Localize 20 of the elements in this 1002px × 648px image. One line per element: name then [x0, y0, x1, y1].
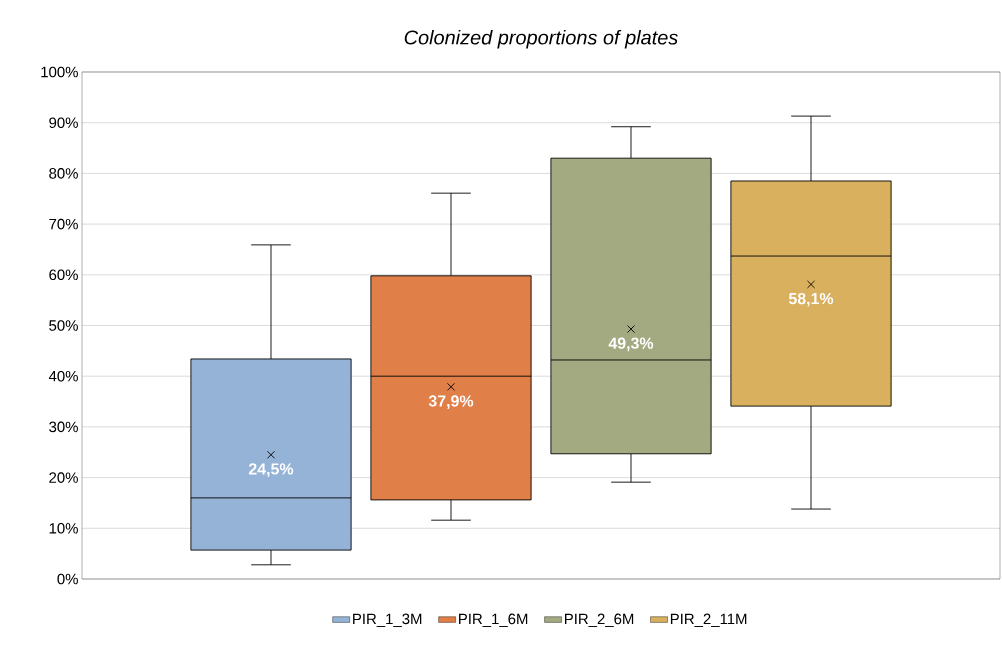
text: 24,5% — [248, 463, 294, 477]
y-tick-label: 40% — [48, 370, 78, 382]
y-tick-label: 10% — [49, 523, 78, 534]
legend-label: PIR_2_6M — [564, 613, 634, 628]
y-tick-label: 0% — [57, 573, 78, 585]
y-tick-label: 100% — [41, 66, 78, 78]
legend-label: PIR_2_11M — [670, 613, 747, 628]
text: 58,1% — [788, 292, 834, 307]
y-tick-label: 60% — [49, 269, 78, 281]
y-tick-label: 50% — [49, 320, 78, 331]
text: 37,9% — [428, 395, 474, 409]
chart-title: Colonized proportions of plates — [404, 29, 678, 49]
legend-label: PIR_1_6M — [459, 613, 528, 628]
y-tick-label: 80% — [49, 168, 78, 179]
y-tick-label: 90% — [49, 117, 78, 128]
y-tick-label: 20% — [49, 472, 78, 483]
legend-label: PIR_1_3M — [353, 613, 422, 628]
y-tick-label: 70% — [49, 218, 78, 230]
y-tick-label: 30% — [49, 421, 78, 433]
text: 49,3% — [608, 337, 654, 352]
